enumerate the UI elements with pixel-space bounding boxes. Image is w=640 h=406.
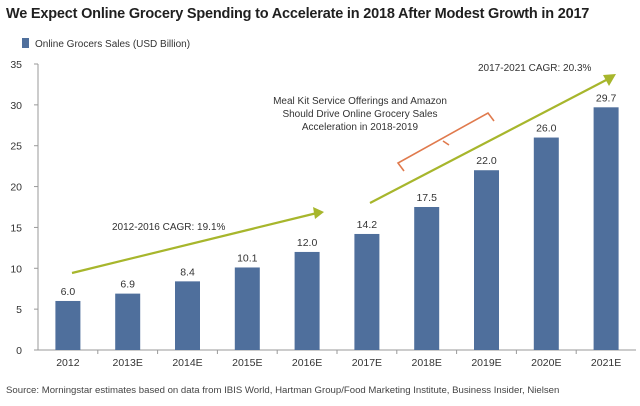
cagr-label-2017-2021: 2017-2021 CAGR: 20.3%	[478, 63, 592, 74]
annotations: 2012-2016 CAGR: 19.1% 2017-2021 CAGR: 20…	[71, 63, 616, 275]
y-tick-label: 20	[10, 182, 22, 194]
x-tick-label: 2012	[56, 357, 80, 369]
x-tick-label: 2019E	[471, 357, 501, 369]
cagr-arrow-2012-2016	[71, 211, 318, 275]
bar-value-label: 14.2	[357, 219, 378, 231]
y-tick-label: 5	[16, 304, 22, 316]
note-line-3: Acceleration in 2018-2019	[302, 122, 419, 133]
y-axis: 0 5 10 15 20 25 30 35	[10, 59, 39, 357]
y-tick-label: 30	[10, 100, 22, 112]
bar-2018e	[414, 207, 440, 350]
source-note: Source: Morningstar estimates based on d…	[6, 385, 560, 396]
bars	[55, 107, 619, 351]
note-line-1: Meal Kit Service Offerings and Amazon	[273, 96, 447, 107]
x-tick-label: 2016E	[292, 357, 322, 369]
bar-2016e	[294, 251, 320, 350]
note-line-2: Should Drive Online Grocery Sales	[282, 109, 437, 120]
y-tick-label: 15	[10, 222, 22, 234]
bar-value-label: 29.7	[596, 92, 617, 104]
x-tick-label: 2020E	[531, 357, 561, 369]
legend-label: Online Grocers Sales (USD Billion)	[35, 39, 190, 50]
x-axis: 2012 2013E 2014E 2015E 2016E 2017E 2018E 2019E 2…	[38, 349, 636, 369]
x-tick-label: 2014E	[172, 357, 202, 369]
bar-2017e	[354, 233, 380, 350]
x-tick-label: 2015E	[232, 357, 262, 369]
x-tick-label: 2021E	[591, 357, 621, 369]
bar-2012	[55, 300, 81, 350]
bar-value-label: 22.0	[476, 155, 497, 167]
x-tick-label: 2013E	[113, 357, 143, 369]
bar-value-label: 6.0	[61, 286, 76, 298]
bar-value-label: 12.0	[297, 237, 318, 249]
bar-2015e	[234, 267, 260, 350]
bar-value-label: 17.5	[416, 192, 437, 204]
y-tick-label: 25	[10, 141, 22, 153]
y-tick-label: 0	[16, 345, 22, 357]
bar-value-label: 8.4	[180, 266, 195, 278]
bar-2014e	[175, 281, 200, 350]
legend: Online Grocers Sales (USD Billion)	[22, 38, 190, 50]
bar-2019e	[474, 170, 499, 350]
x-tick-label: 2018E	[412, 357, 442, 369]
bar-value-labels: 6.0 6.9 8.4 10.1 12.0 14.2 17.5 22.0 26.0 29.7	[61, 92, 617, 298]
chart-title: We Expect Online Grocery Spending to Acc…	[6, 6, 590, 22]
bar-value-label: 26.0	[536, 123, 557, 135]
cagr-arrow-2017-2021-head	[603, 74, 616, 86]
y-tick-label: 10	[10, 263, 22, 275]
bar-2020e	[533, 137, 559, 350]
legend-swatch	[22, 38, 29, 48]
bar-2013e	[115, 293, 141, 350]
note-bracket	[396, 111, 495, 172]
bar-value-label: 10.1	[237, 252, 258, 264]
cagr-label-2012-2016: 2012-2016 CAGR: 19.1%	[112, 222, 226, 233]
bar-value-label: 6.9	[120, 279, 135, 291]
y-tick-label: 35	[10, 59, 22, 71]
x-tick-label: 2017E	[352, 357, 382, 369]
cagr-arrow-2012-2016-head	[313, 207, 324, 219]
bar-2021e	[593, 107, 619, 351]
cagr-arrow-2017-2021	[369, 77, 611, 204]
